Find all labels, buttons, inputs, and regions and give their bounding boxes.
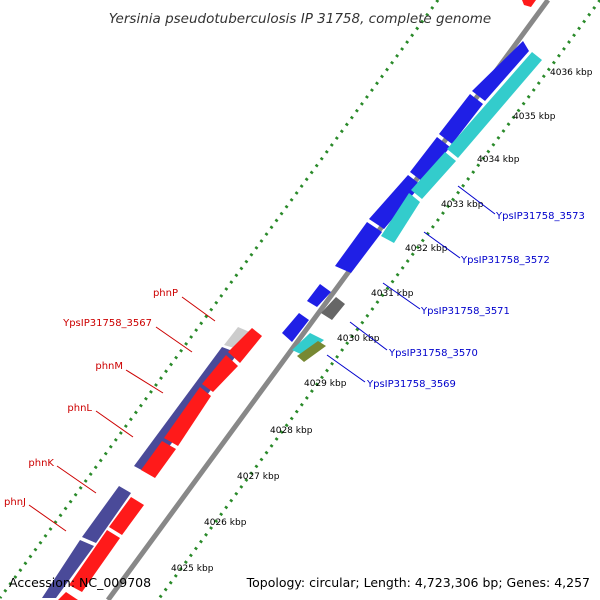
gene-arrow[interactable]	[164, 387, 211, 446]
gene-label-YpsIP31758_3567[interactable]: YpsIP31758_3567	[62, 318, 152, 329]
leader-line	[457, 185, 496, 215]
tick-label: 4029 kbp	[304, 379, 347, 389]
summary-text: Topology: circular; Length: 4,723,306 bp…	[246, 575, 590, 590]
accession-text: Accession: NC_009708	[9, 575, 151, 590]
gene-label-YpsIP31758_3573[interactable]: YpsIP31758_3573	[495, 211, 585, 222]
leader-line	[125, 369, 164, 394]
tick-label: 4027 kbp	[237, 472, 280, 482]
gene-label-phnK[interactable]: phnK	[28, 458, 54, 469]
tick-label: 4034 kbp	[477, 155, 520, 165]
gene-label-phnL[interactable]: phnL	[67, 403, 92, 414]
forward-strand-genes	[282, 41, 529, 342]
right-leaders	[326, 185, 496, 383]
gene-arrow[interactable]	[321, 297, 345, 320]
gene-arrow[interactable]	[228, 328, 262, 363]
leader-line	[155, 326, 193, 353]
gene-label-phnJ[interactable]: phnJ	[4, 497, 26, 508]
gene-arrow[interactable]	[472, 41, 529, 101]
leader-line	[349, 321, 388, 351]
gene-arrow[interactable]	[447, 52, 542, 158]
gene-label-YpsIP31758_3569[interactable]: YpsIP31758_3569	[366, 379, 456, 390]
tick-label: 4025 kbp	[171, 564, 214, 574]
gene-label-phnM[interactable]: phnM	[95, 361, 123, 372]
leader-line	[95, 410, 134, 438]
gene-arrow[interactable]	[82, 486, 131, 543]
tick-label: 4033 kbp	[441, 200, 484, 210]
right-gene-labels: YpsIP31758_3573 YpsIP31758_3572 YpsIP317…	[366, 211, 585, 390]
gene-arrow[interactable]	[307, 284, 331, 307]
leader-line	[423, 231, 461, 259]
tick-label: 4028 kbp	[270, 426, 313, 436]
gene-label-YpsIP31758_3570[interactable]: YpsIP31758_3570	[388, 348, 478, 359]
gene-arrow[interactable]	[297, 341, 326, 362]
gene-arrow[interactable]	[109, 497, 144, 535]
gene-arrow[interactable]	[42, 540, 94, 598]
cyan-track-genes	[292, 52, 542, 362]
gene-label-YpsIP31758_3572[interactable]: YpsIP31758_3572	[460, 255, 550, 266]
tick-label: 4030 kbp	[337, 334, 380, 344]
gene-arrow[interactable]	[141, 441, 176, 478]
gene-arrow[interactable]	[439, 94, 483, 144]
outer-dotted-track	[0, 0, 440, 599]
tick-label: 4031 kbp	[371, 289, 414, 299]
gene-arrow[interactable]	[369, 175, 421, 229]
leader-line	[181, 296, 216, 322]
gene-label-phnP[interactable]: phnP	[153, 288, 178, 299]
gene-arrow[interactable]	[522, 0, 536, 7]
gene-arrow[interactable]	[58, 592, 78, 600]
gene-arrow[interactable]	[410, 137, 450, 182]
gene-arrow[interactable]	[292, 333, 324, 356]
gene-arrow[interactable]	[381, 193, 420, 243]
leader-line	[28, 504, 67, 532]
tick-labels: 4025 kbp 4026 kbp 4027 kbp 4028 kbp 4029…	[171, 68, 593, 574]
gene-arrow[interactable]	[335, 222, 382, 273]
left-gene-labels: phnP YpsIP31758_3567 phnM phnL phnK phnJ	[4, 288, 178, 508]
gene-arrow[interactable]	[282, 313, 309, 342]
tick-label: 4032 kbp	[405, 244, 448, 254]
tick-label: 4036 kbp	[550, 68, 593, 78]
leader-line	[382, 282, 421, 310]
gene-arrow[interactable]	[411, 152, 456, 199]
tick-label: 4035 kbp	[513, 112, 556, 122]
left-leaders	[28, 296, 216, 532]
reverse-strand-genes	[58, 328, 262, 600]
gene-arrow[interactable]	[224, 327, 252, 350]
leader-line	[56, 465, 97, 494]
inner-dotted-track	[156, 0, 600, 600]
tick-label: 4026 kbp	[204, 518, 247, 528]
gene-arrow[interactable]	[202, 355, 238, 392]
gene-arrow[interactable]	[69, 530, 120, 592]
gene-label-YpsIP31758_3571[interactable]: YpsIP31758_3571	[420, 306, 510, 317]
map-title: Yersinia pseudotuberculosis IP 31758, co…	[109, 11, 491, 27]
leader-line	[326, 354, 366, 383]
